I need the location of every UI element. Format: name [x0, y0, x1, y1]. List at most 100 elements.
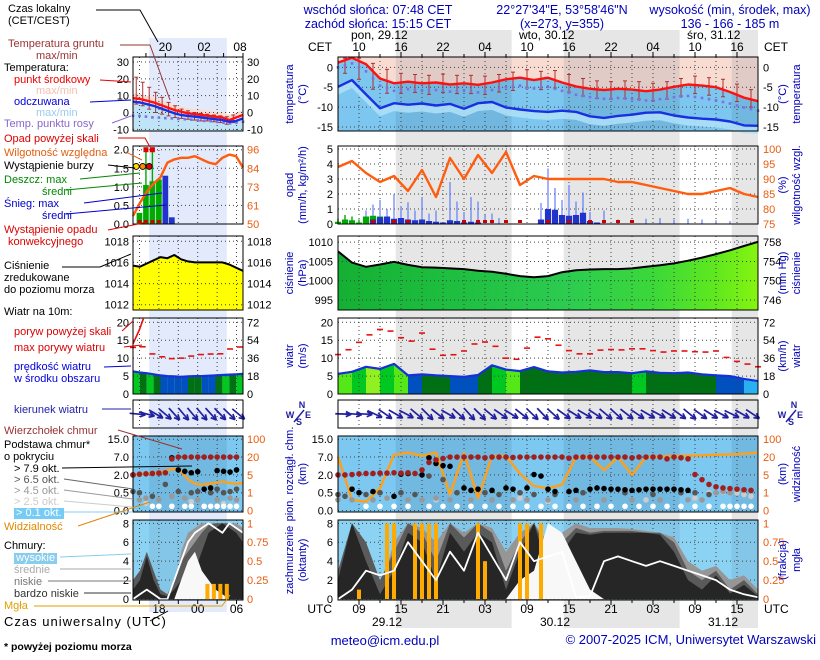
svg-text:temperatura: temperatura — [791, 63, 803, 123]
svg-text:opad: opad — [284, 173, 296, 197]
grid-point-text: (x=273, y=355) — [519, 17, 605, 31]
svg-text:08: 08 — [233, 40, 247, 54]
legend-label: Czas uniwersalny (UTC) — [4, 614, 167, 629]
svg-text:30: 30 — [117, 57, 129, 69]
altitude-values: 136 - 166 - 185 m — [680, 17, 780, 31]
legend-label: odczuwana — [14, 96, 70, 108]
svg-text:84: 84 — [247, 163, 259, 175]
svg-text:15: 15 — [117, 335, 129, 347]
svg-text:śro, 31.12: śro, 31.12 — [687, 28, 741, 42]
svg-text:-10: -10 — [317, 102, 333, 114]
svg-text:0.5: 0.5 — [763, 556, 778, 568]
svg-text:22: 22 — [436, 40, 450, 54]
svg-text:8: 8 — [327, 518, 333, 530]
svg-text:UTC: UTC — [764, 602, 789, 616]
svg-text:54: 54 — [247, 335, 259, 347]
svg-text:90: 90 — [763, 174, 775, 186]
svg-text:1018: 1018 — [247, 236, 271, 248]
svg-text:20: 20 — [117, 74, 129, 86]
svg-text:04: 04 — [646, 40, 660, 54]
svg-text:30: 30 — [247, 57, 259, 69]
legend-label: Deszcz: max — [4, 174, 67, 186]
altitude-label: wysokość (min, środek, max) — [649, 3, 811, 17]
svg-text:0: 0 — [327, 219, 333, 231]
svg-text:15: 15 — [321, 335, 333, 347]
svg-text:0: 0 — [327, 594, 333, 606]
legend-label: > 2.5 okt. — [14, 496, 60, 508]
svg-text:6: 6 — [327, 537, 333, 549]
svg-text:1: 1 — [763, 518, 769, 530]
legend-label: średni — [42, 186, 72, 198]
legend-label: prędkość wiatru — [14, 361, 92, 373]
svg-text:7.0: 7.0 — [114, 452, 129, 464]
svg-text:61: 61 — [247, 200, 259, 212]
svg-text:0: 0 — [763, 62, 769, 74]
contact-email-link[interactable]: meteo@icm.edu.pl — [330, 633, 440, 648]
svg-text:1: 1 — [327, 204, 333, 216]
svg-text:(mm/h, kg/m²/h): (mm/h, kg/m²/h) — [297, 146, 309, 224]
svg-text:E: E — [305, 410, 311, 420]
svg-text:1014: 1014 — [105, 279, 129, 291]
svg-text:CET: CET — [308, 40, 333, 54]
legend-label: kierunek wiatru — [14, 404, 88, 416]
svg-text:22: 22 — [604, 40, 618, 54]
svg-text:2: 2 — [327, 575, 333, 587]
svg-text:(m/s): (m/s) — [297, 343, 309, 368]
svg-text:-5: -5 — [323, 82, 333, 94]
svg-text:20: 20 — [159, 40, 173, 54]
svg-text:(frakcja): (frakcja) — [777, 540, 789, 580]
svg-text:0.75: 0.75 — [247, 537, 268, 549]
svg-text:03: 03 — [478, 602, 492, 616]
svg-text:zachmurzenie: zachmurzenie — [284, 526, 296, 594]
svg-text:5: 5 — [327, 371, 333, 383]
svg-text:5: 5 — [247, 470, 253, 482]
svg-text:96: 96 — [247, 145, 259, 157]
svg-text:18: 18 — [247, 371, 259, 383]
svg-text:0.5: 0.5 — [318, 488, 333, 500]
svg-text:09: 09 — [352, 602, 366, 616]
svg-text:15: 15 — [730, 602, 744, 616]
svg-text:-15: -15 — [763, 122, 779, 134]
svg-text:85: 85 — [763, 189, 775, 201]
svg-text:(°C): (°C) — [297, 84, 309, 104]
svg-text:ciśnienie: ciśnienie — [791, 252, 803, 295]
svg-text:CET: CET — [764, 40, 789, 54]
svg-text:UTC: UTC — [307, 602, 332, 616]
svg-text:1000: 1000 — [309, 276, 333, 288]
legend-label: Ciśnienie — [4, 260, 50, 272]
altitude-block: wysokość (min, środek, max) 136 - 166 - … — [640, 3, 820, 31]
sun-times: wschód słońca: 07:48 CET zachód słońca: … — [278, 3, 478, 31]
legend-label: Podstawa chmur* — [4, 439, 91, 451]
svg-text:15: 15 — [562, 602, 576, 616]
svg-text:0: 0 — [247, 389, 253, 401]
svg-text:0: 0 — [247, 506, 253, 518]
svg-text:09: 09 — [688, 602, 702, 616]
legend-label: Widzialność — [4, 521, 63, 533]
svg-text:S: S — [296, 417, 302, 427]
location-block: 22°27'34"E, 53°58'46"N (x=273, y=355) — [472, 3, 652, 31]
svg-text:0.0: 0.0 — [114, 219, 129, 231]
svg-text:00: 00 — [191, 602, 205, 616]
svg-text:wiatr: wiatr — [284, 344, 296, 369]
legend-label: zredukowane — [4, 272, 70, 284]
svg-text:15: 15 — [394, 602, 408, 616]
legend-label: max/min — [36, 50, 78, 62]
svg-text:1016: 1016 — [105, 257, 129, 269]
svg-text:1010: 1010 — [309, 237, 333, 249]
svg-text:36: 36 — [763, 353, 775, 365]
svg-text:0.5: 0.5 — [247, 556, 262, 568]
svg-text:20: 20 — [763, 452, 775, 464]
svg-text:1014: 1014 — [247, 279, 271, 291]
legend-label: Czas lokalny — [8, 3, 71, 15]
svg-text:5: 5 — [123, 371, 129, 383]
svg-text:16: 16 — [562, 40, 576, 54]
svg-text:04: 04 — [478, 40, 492, 54]
svg-text:80: 80 — [763, 204, 775, 216]
svg-text:ciśnienie: ciśnienie — [284, 252, 296, 295]
svg-text:1018: 1018 — [105, 236, 129, 248]
svg-text:1012: 1012 — [105, 300, 129, 312]
svg-text:0.5: 0.5 — [114, 200, 129, 212]
svg-text:0: 0 — [123, 389, 129, 401]
